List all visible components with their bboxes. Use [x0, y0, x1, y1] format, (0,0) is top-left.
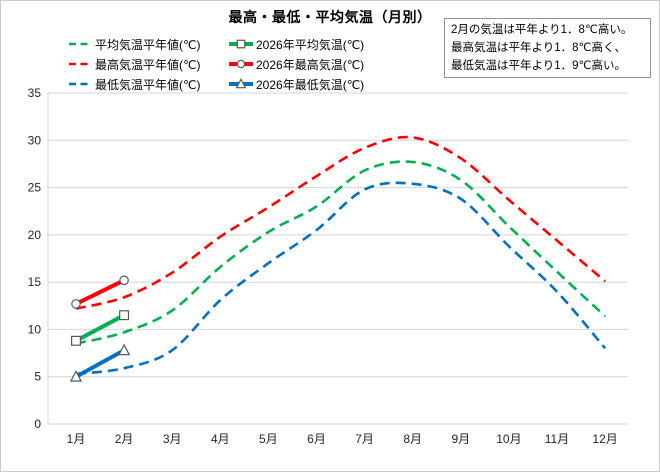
triangle-marker	[235, 78, 247, 89]
series-line-5	[74, 348, 127, 379]
annotation-line-3: 最低気温は平年より1．9℃高い。	[451, 60, 626, 72]
y-axis-tick-label: 20	[28, 228, 42, 242]
y-axis-tick-label: 35	[28, 86, 42, 100]
x-axis-tick-label: 6月	[307, 432, 326, 446]
x-axis-tick-label: 8月	[403, 432, 422, 446]
y-axis-tick-label: 10	[28, 322, 42, 336]
legend-label-2: 最低気温平年値(℃)	[95, 77, 201, 92]
circle-marker	[71, 299, 81, 309]
x-axis-tick-label: 5月	[259, 432, 278, 446]
legend-swatch-square-icon	[229, 39, 253, 49]
legend-item-0: 平均気温平年値(℃)	[67, 36, 228, 53]
triangle-marker	[69, 370, 83, 382]
series-line-0	[75, 160, 606, 345]
x-axis-tick-label: 9月	[451, 432, 470, 446]
y-axis-tick-label: 30	[28, 133, 42, 147]
square-marker	[119, 310, 130, 321]
series-line-4	[74, 278, 127, 306]
legend-swatch-dashed-line-icon	[69, 62, 91, 66]
series-line-1	[75, 135, 606, 310]
series-line-3	[74, 313, 127, 343]
y-axis-tick-label: 25	[28, 181, 42, 195]
y-axis-tick-label: 5	[34, 370, 41, 384]
square-marker	[70, 335, 81, 346]
x-axis-tick-label: 7月	[355, 432, 374, 446]
legend-item-5: 2026年最低気温(℃)	[228, 76, 364, 93]
legend-item-4: 2026年最高気温(℃)	[228, 56, 364, 73]
annotation-box: 2月の気温は平年より1．8℃高い。 最高気温は平年より1．8℃高く、 最低気温は…	[444, 18, 651, 78]
x-axis-tick-label: 3月	[163, 432, 182, 446]
x-axis-tick-label: 11月	[545, 432, 569, 446]
circle-marker	[119, 275, 129, 286]
legend-label-0: 平均気温平年値(℃)	[95, 37, 201, 52]
legend-label-5: 2026年最低気温(℃)	[256, 77, 365, 92]
y-axis-tick-label: 15	[28, 275, 42, 289]
triangle-marker	[118, 343, 131, 356]
chart-title: 最高・最低・平均気温（月別）	[228, 9, 432, 25]
legend-label-3: 2026年平均気温(℃)	[256, 37, 365, 52]
legend-swatch-triangle-icon	[229, 78, 253, 89]
chart-legend: 平均気温平年値(℃) 2026年平均気温(℃) 最高気温平年値(℃) 2026年最高気…	[67, 34, 364, 94]
x-axis-tick-label: 10月	[496, 432, 521, 446]
legend-swatch-circle-icon	[229, 59, 253, 69]
x-axis-tick-label: 2月	[115, 432, 134, 446]
legend-swatch-dashed-line-icon	[69, 82, 91, 86]
legend-item-2: 最低気温平年値(℃)	[67, 76, 228, 93]
series-line-2	[75, 181, 607, 376]
legend-swatch-dashed-line-icon	[69, 42, 91, 46]
circle-marker	[236, 59, 246, 69]
annotation-line-2: 最高気温は平年より1．8℃高く、	[451, 42, 626, 54]
legend-item-1: 最高気温平年値(℃)	[67, 56, 228, 73]
y-axis-tick-label: 0	[34, 417, 41, 431]
legend-item-3: 2026年平均気温(℃)	[228, 36, 364, 53]
legend-label-1: 最高気温平年値(℃)	[95, 57, 201, 72]
x-axis-tick-label: 12月	[592, 432, 617, 446]
legend-label-4: 2026年最高気温(℃)	[256, 57, 365, 72]
x-axis-tick-label: 1月	[67, 432, 86, 446]
square-marker	[236, 39, 246, 49]
annotation-line-1: 2月の気温は平年より1．8℃高い。	[451, 24, 633, 36]
x-axis-tick-label: 4月	[211, 432, 230, 446]
